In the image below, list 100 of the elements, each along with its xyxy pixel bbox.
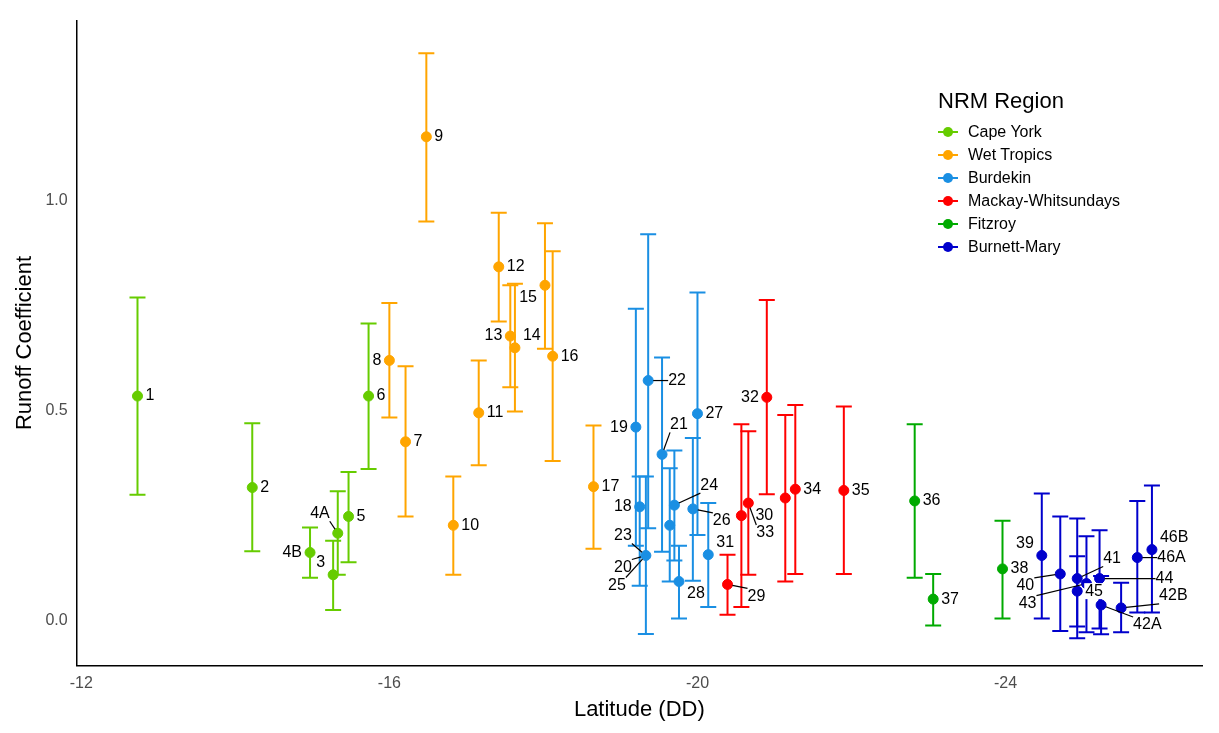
annotation: 41 xyxy=(1103,548,1122,566)
point xyxy=(656,448,668,460)
annotation: 4B xyxy=(282,542,303,560)
annotation: 33 xyxy=(756,523,775,541)
annotation: 16 xyxy=(560,346,579,364)
annotation: 10 xyxy=(461,515,480,533)
point xyxy=(131,390,143,402)
point xyxy=(1094,573,1106,585)
annotation: 30 xyxy=(755,506,774,524)
annotation: 42A xyxy=(1133,615,1162,633)
point xyxy=(691,408,703,420)
annotation: 29 xyxy=(747,586,766,604)
point xyxy=(363,390,375,402)
annotation: 21 xyxy=(670,414,688,432)
annotation: 27 xyxy=(705,404,724,422)
annotation: 1 xyxy=(145,386,155,404)
y-tick-label: 1.0 xyxy=(45,191,68,209)
annotation: 2 xyxy=(260,477,270,495)
point xyxy=(789,483,801,495)
point xyxy=(927,593,939,605)
point xyxy=(420,131,432,143)
y-axis-title: Runoff Coefficient xyxy=(11,255,37,431)
point xyxy=(687,503,699,515)
annotation: 15 xyxy=(519,287,538,305)
point xyxy=(735,510,747,522)
point xyxy=(673,576,685,587)
annotation: 18 xyxy=(613,497,632,515)
point xyxy=(1146,544,1158,556)
point xyxy=(1071,573,1083,585)
point xyxy=(509,342,521,354)
legend-label: Burdekin xyxy=(968,168,1032,187)
point xyxy=(630,421,642,433)
point xyxy=(997,563,1008,575)
annotation: 26 xyxy=(712,511,731,529)
annotation: 19 xyxy=(610,417,628,435)
annotation: 37 xyxy=(941,589,960,607)
point xyxy=(742,497,754,509)
annotation: 7 xyxy=(413,432,423,450)
point xyxy=(246,482,258,494)
point xyxy=(634,501,646,513)
point xyxy=(1054,568,1066,580)
point xyxy=(1036,549,1048,561)
annotation: 4A xyxy=(310,503,331,521)
annotation: 28 xyxy=(686,583,705,601)
point xyxy=(642,375,654,387)
annotation: 12 xyxy=(506,257,525,275)
point xyxy=(909,495,921,507)
point xyxy=(539,279,551,291)
annotation: 34 xyxy=(803,479,822,497)
point xyxy=(400,436,412,448)
annotation: 32 xyxy=(741,387,759,405)
annotation: 17 xyxy=(601,477,620,495)
legend-label: Fitzroy xyxy=(968,214,1016,233)
annotation: 14 xyxy=(522,326,541,344)
annotation: 44 xyxy=(1155,568,1174,586)
point xyxy=(447,519,459,531)
annotation: 13 xyxy=(484,326,503,344)
annotation: 6 xyxy=(376,386,386,404)
annotation: 5 xyxy=(356,506,366,524)
annotation: 8 xyxy=(372,350,382,368)
annotation: 25 xyxy=(608,575,626,593)
legend-label: Wet Tropics xyxy=(968,145,1053,164)
point xyxy=(1071,585,1083,597)
annotation: 9 xyxy=(434,127,444,145)
x-tick-label: -12 xyxy=(69,674,93,692)
point xyxy=(1095,599,1107,611)
point xyxy=(547,350,559,362)
point xyxy=(668,499,680,511)
annotation: 45 xyxy=(1085,581,1104,599)
point xyxy=(327,569,339,581)
annotation: 42B xyxy=(1159,586,1188,604)
annotation: 23 xyxy=(614,525,632,543)
point xyxy=(473,407,485,419)
point xyxy=(587,481,599,493)
annotation: 35 xyxy=(851,480,870,498)
point xyxy=(664,519,676,531)
point xyxy=(383,354,395,366)
annotation: 40 xyxy=(1016,576,1035,594)
legend-label: Mackay-Whitsundays xyxy=(968,191,1121,210)
point xyxy=(343,510,355,522)
x-axis-title: Latitude (DD) xyxy=(573,695,705,721)
point xyxy=(761,391,773,403)
legend-label: Cape York xyxy=(968,122,1042,141)
point xyxy=(332,527,344,539)
x-tick-label: -16 xyxy=(377,674,402,692)
x-tick-label: -24 xyxy=(994,674,1018,692)
annotation: 46A xyxy=(1157,547,1187,565)
y-tick-label: 0.5 xyxy=(45,401,68,419)
annotation: 39 xyxy=(1015,533,1034,551)
annotation: 3 xyxy=(316,553,326,571)
annotation: 43 xyxy=(1018,594,1037,611)
point xyxy=(304,547,316,559)
point xyxy=(702,549,714,561)
annotation: 24 xyxy=(700,475,719,493)
annotation: 31 xyxy=(716,533,735,551)
point xyxy=(838,484,850,496)
point xyxy=(779,492,791,504)
annotation: 38 xyxy=(1010,559,1029,577)
point xyxy=(640,549,652,561)
point xyxy=(504,330,516,342)
